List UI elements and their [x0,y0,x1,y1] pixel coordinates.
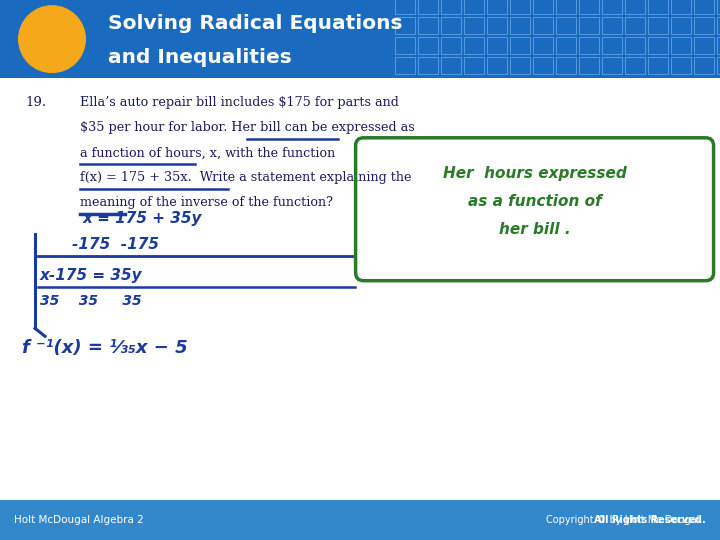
Polygon shape [0,500,720,540]
Text: as a function of: as a function of [468,194,601,209]
Text: Ella’s auto repair bill includes $175 for parts and: Ella’s auto repair bill includes $175 fo… [80,96,399,109]
Text: 35    35     35: 35 35 35 [40,294,141,308]
Text: x-175 = 35y: x-175 = 35y [40,268,143,283]
Text: f(x) = 175 + 35x.  Write a statement explaining the: f(x) = 175 + 35x. Write a statement expl… [80,171,412,184]
Text: and Inequalities: and Inequalities [108,48,292,66]
Text: her bill .: her bill . [499,222,570,237]
Text: -175  -175: -175 -175 [72,237,159,252]
Text: All Rights Reserved.: All Rights Reserved. [594,515,706,525]
Text: Copyright © by Holt Mc Dougal.: Copyright © by Holt Mc Dougal. [546,515,706,525]
Text: Her  hours expressed: Her hours expressed [443,166,626,181]
Text: Solving Radical Equations: Solving Radical Equations [108,14,402,32]
Text: meaning of the inverse of the function?: meaning of the inverse of the function? [80,197,333,210]
Ellipse shape [18,5,86,73]
Text: Holt McDougal Algebra 2: Holt McDougal Algebra 2 [14,515,144,525]
Text: 19.: 19. [25,96,46,109]
Text: $35 per hour for labor. Her bill can be expressed as: $35 per hour for labor. Her bill can be … [80,122,415,134]
Polygon shape [0,0,720,78]
Text: f ⁻¹(x) = ¹⁄₃₅x − 5: f ⁻¹(x) = ¹⁄₃₅x − 5 [22,339,187,357]
Text: x = 175 + 35y: x = 175 + 35y [83,211,202,226]
Text: a function of hours, x, with the function: a function of hours, x, with the functio… [80,146,336,159]
